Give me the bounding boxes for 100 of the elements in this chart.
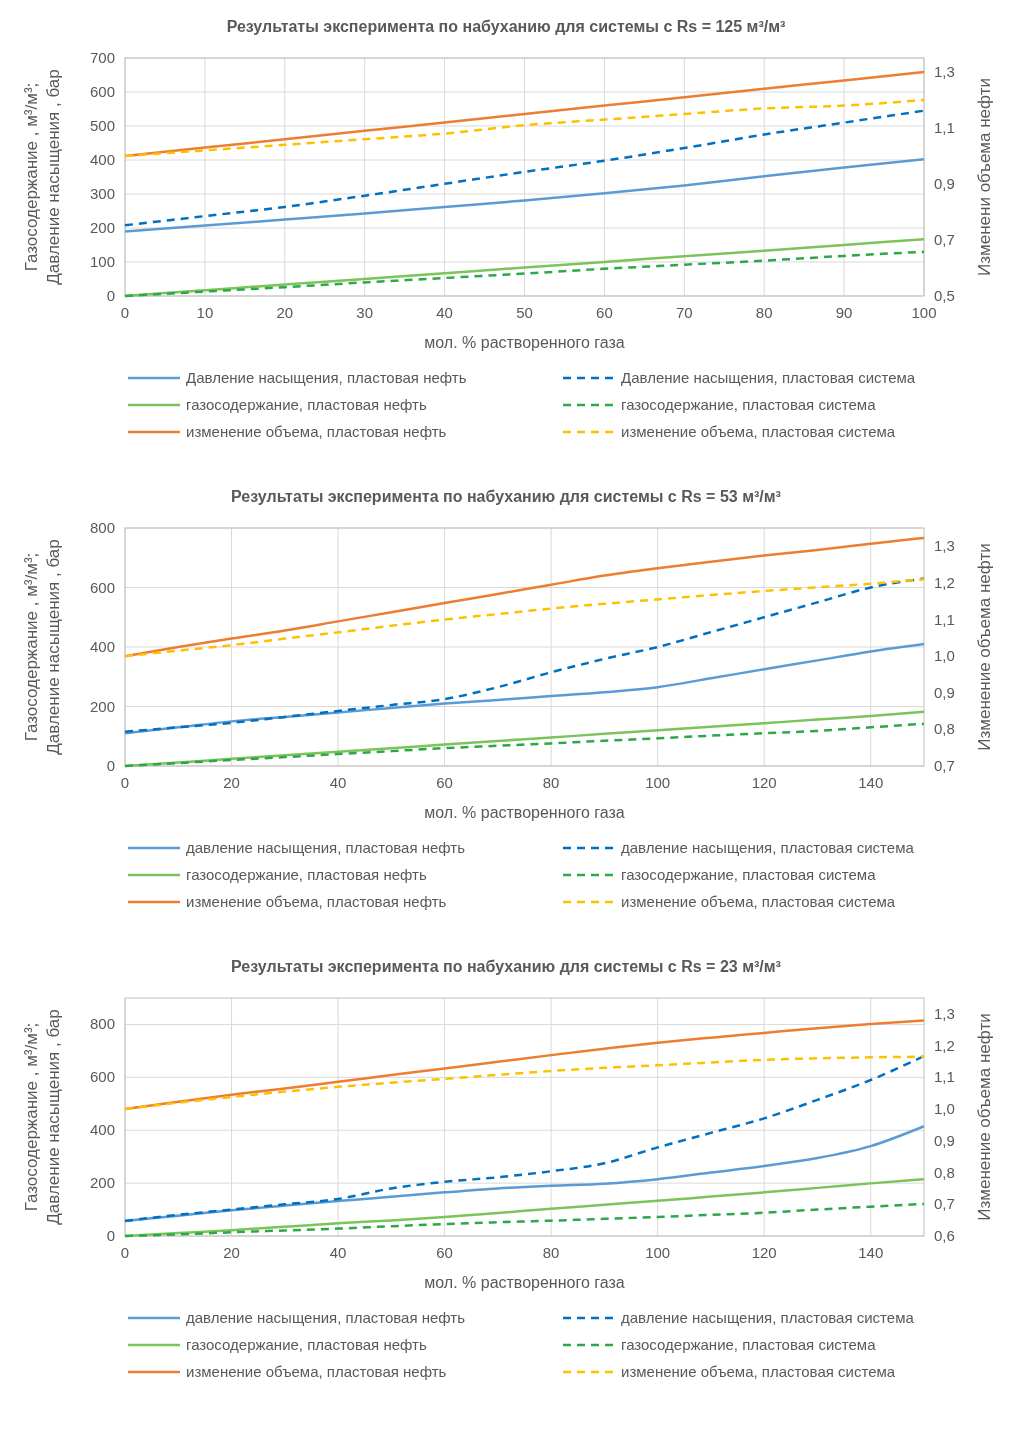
line-series — [123, 109, 926, 227]
y-tick-label: 200 — [89, 697, 115, 715]
y2-tick-label: 0,6 — [934, 1227, 955, 1244]
y-tick-label: 800 — [89, 519, 115, 536]
legend-label: газосодержание, пластовая нефть — [186, 396, 427, 413]
y-tick-label: 400 — [89, 151, 115, 168]
x-tick-label: 120 — [751, 1244, 777, 1261]
legend-label: изменение объема, пластовая система — [621, 893, 896, 910]
x-tick-label: 30 — [356, 304, 374, 321]
y-tick-label: 600 — [89, 578, 115, 596]
x-tick-label: 20 — [276, 304, 294, 321]
x-tick-label: 80 — [542, 1244, 560, 1261]
y2-tick-label: 1,3 — [934, 1004, 955, 1022]
legend-label: газосодержание, пластовая система — [621, 1336, 877, 1353]
legend-label: газосодержание, пластовая нефть — [186, 1336, 427, 1353]
x-tick-label: 100 — [645, 774, 671, 791]
y2-tick-label: 0,7 — [934, 231, 955, 248]
x-axis-title: мол. % растворенного газа — [424, 1274, 625, 1291]
x-tick-label: 0 — [120, 304, 130, 321]
y-tick-label: 0 — [106, 757, 115, 774]
x-tick-label: 20 — [223, 1244, 240, 1261]
y2-tick-label: 1,0 — [934, 1100, 955, 1118]
y2-tick-label: 1,1 — [934, 119, 955, 136]
x-tick-label: 140 — [858, 1244, 884, 1261]
y-tick-label: 0 — [106, 1227, 115, 1244]
line-series — [123, 578, 926, 658]
legend-label: Давление насыщения, пластовая нефть — [186, 369, 467, 386]
x-tick-label: 80 — [755, 304, 773, 321]
chart-title: Результаты эксперимента по набуханию для системы с Rs = 53 м³/м³ — [231, 488, 781, 505]
y2-tick-label: 1,1 — [934, 610, 955, 628]
x-tick-label: 40 — [329, 1244, 347, 1261]
legend-label: газосодержание, пластовая система — [621, 866, 877, 883]
x-tick-label: 80 — [542, 774, 560, 791]
y-tick-label: 100 — [89, 253, 115, 270]
y2-axis-title: Изменение объема нефти — [975, 1013, 994, 1221]
legend-label: изменение объема, пластовая система — [621, 423, 896, 440]
legend-label: давление насыщения, пластовая нефть — [186, 839, 466, 856]
y2-axis-title: Изменени объема нефти — [975, 78, 994, 276]
chart-title: Результаты эксперимента по набуханию для системы с Rs = 125 м³/м³ — [226, 18, 786, 35]
x-axis-title: мол. % растворенного газа — [424, 334, 625, 351]
x-tick-label: 20 — [223, 774, 240, 791]
y2-tick-label: 0,7 — [934, 757, 955, 774]
y2-tick-label: 1,3 — [934, 537, 955, 555]
x-tick-label: 50 — [516, 304, 533, 321]
line-series — [123, 158, 926, 233]
x-axis-title: мол. % растворенного газа — [424, 804, 625, 821]
x-tick-label: 0 — [120, 774, 130, 791]
line-series — [123, 1055, 926, 1111]
y-axis-title: Газосодержание , м³/м³; Давление насыщения , бар — [22, 539, 63, 755]
line-series — [123, 98, 926, 158]
x-tick-label: 0 — [120, 1244, 130, 1261]
y2-tick-label: 0,9 — [934, 175, 955, 192]
x-tick-label: 120 — [751, 774, 777, 791]
y2-tick-label: 0,8 — [934, 720, 955, 738]
y2-tick-label: 1,3 — [934, 63, 955, 80]
y-tick-label: 300 — [89, 185, 115, 202]
y2-tick-label: 0,9 — [934, 683, 955, 701]
legend-label: изменение объема, пластовая нефть — [186, 1363, 447, 1380]
legend-label: изменение объема, пластовая нефть — [186, 893, 447, 910]
y2-tick-label: 0,7 — [934, 1195, 955, 1213]
legend-label: газосодержание, пластовая нефть — [186, 866, 427, 883]
x-tick-label: 70 — [675, 304, 693, 321]
y-tick-label: 800 — [89, 1015, 115, 1033]
chart-title: Результаты эксперимента по набуханию для системы с Rs = 23 м³/м³ — [231, 958, 781, 975]
x-tick-label: 40 — [329, 774, 347, 791]
y-axis-title: Газосодержание , м³/м³; Давление насыщения , бар — [22, 69, 63, 285]
legend-label: газосодержание, пластовая система — [621, 396, 877, 413]
y-tick-label: 700 — [89, 49, 115, 66]
y-axis-title: Газосодержание , м³/м³; Давление насыщения , бар — [22, 1009, 63, 1225]
y-tick-label: 400 — [89, 638, 115, 655]
legend-label: давление насыщения, пластовая система — [621, 839, 915, 856]
legend-label: Давление насыщения, пластовая система — [621, 369, 916, 386]
x-tick-label: 100 — [911, 304, 937, 321]
x-tick-label: 90 — [835, 304, 853, 321]
x-tick-label: 60 — [436, 1244, 453, 1261]
y2-tick-label: 1,2 — [934, 1036, 955, 1054]
legend-label: давление насыщения, пластовая нефть — [186, 1309, 466, 1326]
legend-label: давление насыщения, пластовая система — [621, 1309, 915, 1326]
y2-tick-label: 1,2 — [934, 573, 955, 591]
x-tick-label: 100 — [645, 1244, 671, 1261]
line-series — [123, 577, 926, 734]
y-tick-label: 200 — [89, 1174, 115, 1192]
x-tick-label: 140 — [858, 774, 884, 791]
legend-label: изменение объема, пластовая система — [621, 1363, 896, 1380]
y-tick-label: 500 — [89, 117, 115, 134]
x-tick-label: 40 — [436, 304, 453, 321]
legend-label: изменение объема, пластовая нефть — [186, 423, 447, 440]
y2-tick-label: 1,0 — [934, 647, 955, 665]
y2-tick-label: 0,8 — [934, 1163, 955, 1181]
y-tick-label: 600 — [89, 83, 115, 100]
y2-tick-label: 1,1 — [934, 1068, 955, 1086]
y-tick-label: 600 — [89, 1068, 115, 1086]
y-tick-label: 400 — [89, 1121, 115, 1139]
x-tick-label: 60 — [436, 774, 453, 791]
y-tick-label: 0 — [106, 287, 115, 304]
y2-axis-title: Изменение объема нефти — [975, 543, 994, 751]
y2-tick-label: 0,5 — [934, 287, 955, 304]
x-tick-label: 10 — [196, 304, 214, 321]
x-tick-label: 60 — [596, 304, 613, 321]
y2-tick-label: 0,9 — [934, 1131, 955, 1149]
